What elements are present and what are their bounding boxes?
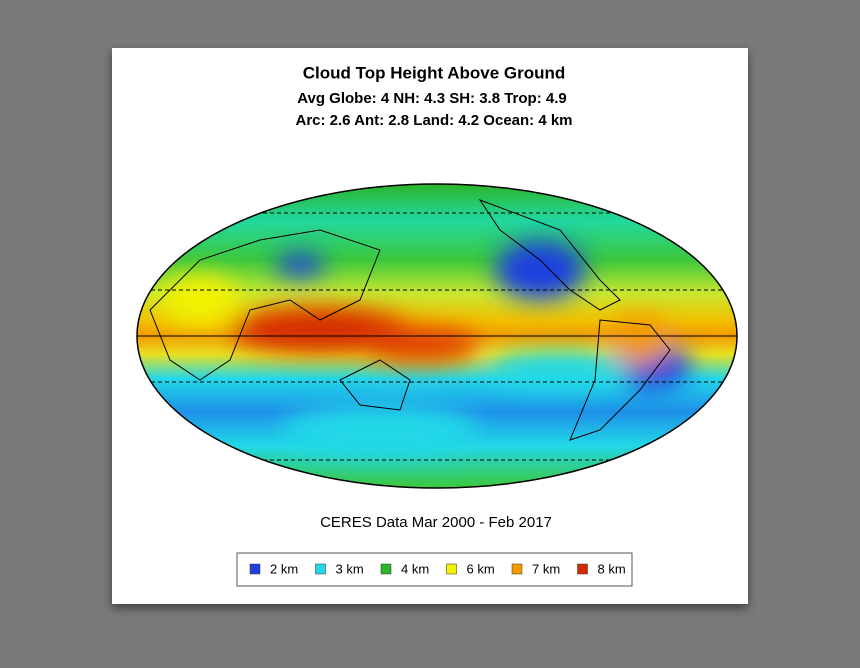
legend-label: 7 km bbox=[532, 561, 560, 576]
source: CERES Data Mar 2000 - Feb 2017 bbox=[320, 514, 552, 531]
stats-line: Avg Globe: 4 NH: 4.3 SH: 3.8 Trop: 4.9 bbox=[297, 90, 567, 107]
map-outline bbox=[136, 183, 738, 489]
legend-swatch bbox=[315, 563, 326, 575]
legend-label: 2 km bbox=[270, 561, 298, 576]
legend-swatch bbox=[380, 563, 392, 575]
legend-label: 4 km bbox=[401, 561, 429, 576]
stats-line: Arc: 2.6 Ant: 2.8 Land: 4.2 Ocean: 4 km bbox=[295, 112, 572, 129]
legend-swatch bbox=[577, 563, 588, 575]
map bbox=[137, 184, 737, 488]
legend-swatch bbox=[511, 563, 523, 575]
legend-label: 6 km bbox=[467, 561, 495, 576]
legend-label: 8 km bbox=[598, 561, 626, 576]
legend-label: 3 km bbox=[336, 561, 364, 576]
legend-swatch bbox=[446, 563, 457, 575]
legend: 2 km 3 km 4 km 6 km 7 km 8 km bbox=[249, 561, 626, 576]
legend-box bbox=[236, 552, 633, 587]
title: Cloud Top Height Above Ground bbox=[303, 63, 566, 82]
legend-swatch bbox=[249, 563, 261, 575]
